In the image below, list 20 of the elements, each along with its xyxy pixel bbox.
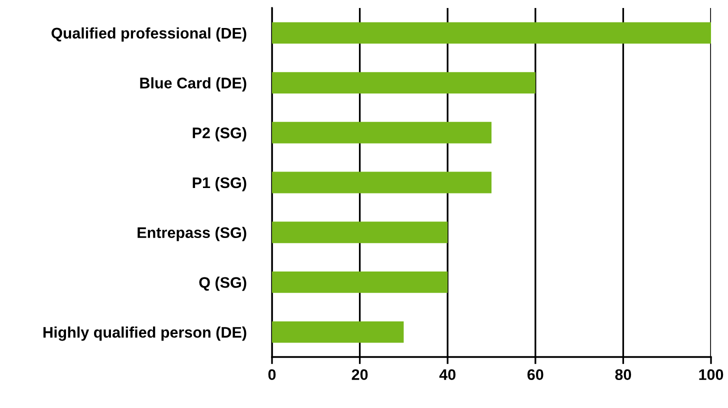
- x-tick-label: 20: [352, 369, 368, 380]
- bar: [272, 172, 492, 194]
- x-tick-label: 80: [615, 369, 632, 380]
- bar: [272, 72, 536, 94]
- bar: [272, 321, 404, 343]
- y-tick-label: P2 (SG): [192, 127, 246, 142]
- y-tick-label: P1 (SG): [192, 176, 246, 192]
- y-tick-label: Highly qualified person (DE): [43, 326, 246, 341]
- bar: [272, 122, 492, 144]
- x-tick-label: 0: [268, 369, 276, 380]
- bar: [272, 271, 448, 293]
- bar: [272, 22, 711, 44]
- y-tick-label: Entrepass (SG): [138, 226, 246, 242]
- x-tick-label: 100: [699, 369, 724, 380]
- x-tick-label: 60: [527, 369, 544, 380]
- y-tick-label: Qualified professional (DE): [52, 27, 246, 42]
- y-tick-label: Q (SG): [199, 276, 246, 291]
- y-tick-label: Blue Card (DE): [140, 77, 246, 92]
- bar: [272, 222, 448, 244]
- x-tick-label: 40: [439, 369, 456, 380]
